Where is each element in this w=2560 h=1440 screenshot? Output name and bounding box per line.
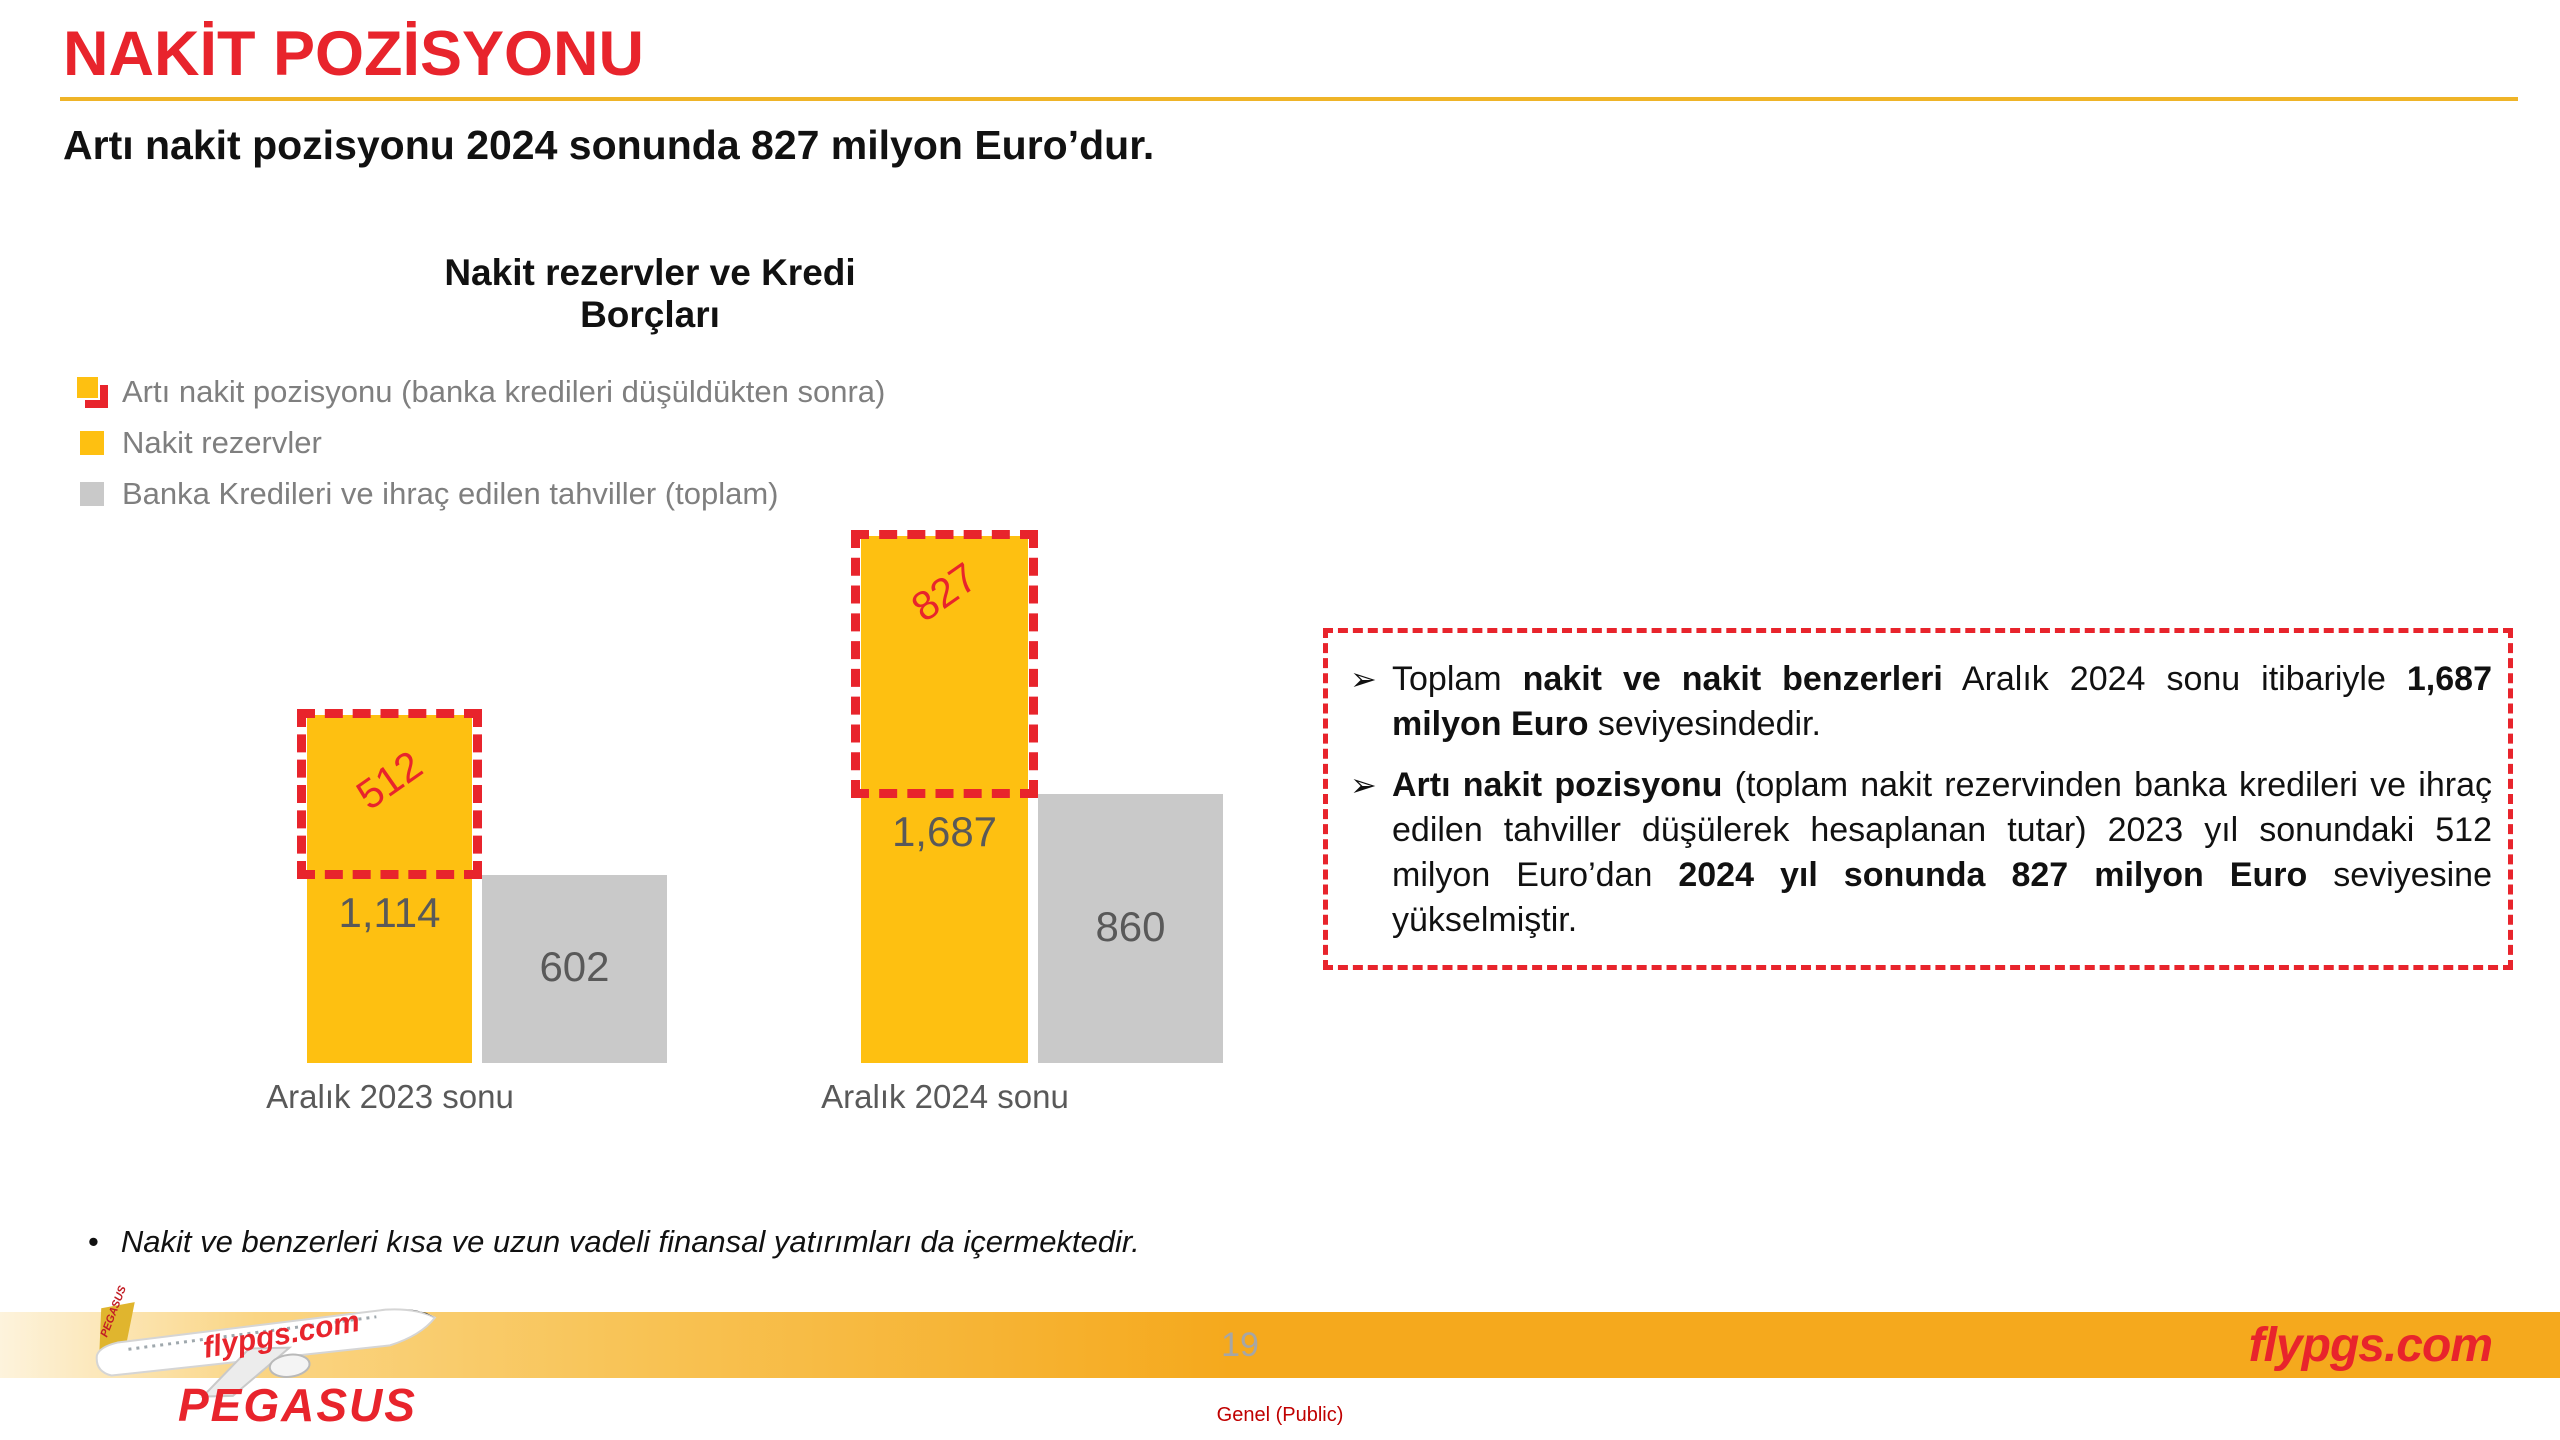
plane-wing: [200, 1346, 293, 1398]
footnote: • Nakit ve benzerleri kısa ve uzun vadel…: [88, 1224, 1140, 1260]
net-position-box-2024: 827: [851, 529, 1038, 799]
cash-value-label-2024: 1,687: [891, 808, 998, 856]
legend-item-label: Nakit rezervler: [122, 425, 322, 460]
legend-item-net-position: Artı nakit pozisyonu (banka kredileri dü…: [76, 374, 885, 410]
title-divider-line: [60, 97, 2518, 101]
category-label-2024: Aralık 2024 sonu: [821, 1078, 1069, 1115]
slide-subtitle: Artı nakit pozisyonu 2024 sonunda 827 mi…: [63, 122, 1155, 168]
pegasus-wordmark: PEGASUS: [178, 1379, 417, 1431]
cash-bar-2024: [861, 535, 1028, 1063]
classification-label: Genel (Public): [1216, 1404, 1344, 1426]
plane-engine: [268, 1353, 311, 1378]
cash-bar-2023: [307, 714, 472, 1063]
debt-value-label-2023: 602: [539, 942, 610, 990]
net-position-dashed-icon: [76, 376, 108, 408]
debt-bar-2023: [482, 874, 667, 1063]
legend-item-label: Banka Kredileri ve ihraç edilen tahville…: [122, 476, 779, 511]
bank-loans-icon: [80, 482, 104, 506]
legend-item-bank-loans: Banka Kredileri ve ihraç edilen tahville…: [76, 476, 885, 512]
info-bullet-text: Artı nakit pozisyonu (toplam nakit rezer…: [1392, 766, 2492, 939]
plane-windows: [128, 1315, 377, 1351]
debt-bar-2024: [1038, 794, 1223, 1063]
legend-item-cash-reserves: Nakit rezervler: [76, 425, 885, 461]
info-bullet-text: Toplam nakit ve nakit benzerleri Aralık …: [1392, 660, 2492, 743]
footnote-text: Nakit ve benzerleri kısa ve uzun vadeli …: [120, 1224, 1140, 1259]
chart-title: Nakit rezervler ve Kredi Borçları: [444, 252, 856, 335]
pegasus-airplane-image: PEGASUS flypgs.com: [95, 1284, 437, 1398]
arrow-bullet-icon: ➢: [1350, 767, 1377, 803]
info-bullet-total-cash: ➢ Toplam nakit ve nakit benzerleri Aralı…: [1350, 657, 2492, 747]
category-label-2023: Aralık 2023 sonu: [266, 1078, 514, 1115]
net-position-box-2023: 512: [297, 708, 482, 879]
summary-info-box: ➢ Toplam nakit ve nakit benzerleri Aralı…: [1323, 628, 2513, 970]
cash-value-label-2023: 1,114: [338, 888, 441, 936]
net-value-label-2024: 827: [902, 553, 986, 631]
legend-item-label: Artı nakit pozisyonu (banka kredileri dü…: [122, 374, 886, 409]
chart-legend: Artı nakit pozisyonu (banka kredileri dü…: [76, 374, 885, 512]
page-number: 19: [1221, 1326, 1259, 1364]
page-title: NAKİT POZİSYONU: [63, 19, 645, 89]
arrow-bullet-icon: ➢: [1350, 661, 1377, 697]
debt-value-label-2024: 860: [1095, 902, 1166, 950]
flypgs-logo: flypgs.com: [2248, 1319, 2493, 1372]
footnote-bullet: •: [88, 1224, 99, 1259]
net-value-label-2023: 512: [347, 742, 431, 819]
info-bullet-net-position: ➢ Artı nakit pozisyonu (toplam nakit rez…: [1350, 763, 2492, 943]
cash-reserves-icon: [80, 431, 104, 455]
